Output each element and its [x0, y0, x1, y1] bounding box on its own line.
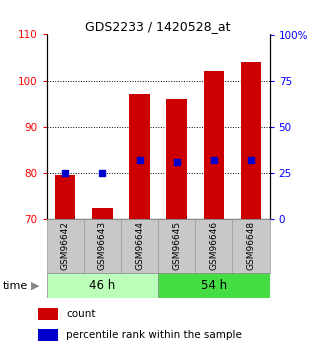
Point	[100, 170, 105, 176]
Text: GSM96643: GSM96643	[98, 221, 107, 270]
Text: 54 h: 54 h	[201, 279, 227, 292]
Bar	[55, 175, 75, 219]
Text: GSM96646: GSM96646	[209, 221, 218, 270]
Text: 46 h: 46 h	[89, 279, 116, 292]
Text: time: time	[3, 281, 29, 290]
Bar	[241, 62, 261, 219]
Bar	[47, 219, 84, 273]
Bar	[167, 99, 187, 219]
Text: percentile rank within the sample: percentile rank within the sample	[66, 330, 242, 339]
Bar	[121, 219, 158, 273]
Text: GSM96642: GSM96642	[61, 221, 70, 270]
Bar	[204, 71, 224, 219]
Point	[63, 170, 68, 176]
Bar	[129, 95, 150, 219]
Text: GSM96644: GSM96644	[135, 221, 144, 270]
Bar	[158, 219, 195, 273]
Title: GDS2233 / 1420528_at: GDS2233 / 1420528_at	[85, 20, 231, 33]
Bar	[38, 328, 57, 341]
Bar	[158, 273, 270, 298]
Point	[174, 159, 179, 165]
Bar	[38, 308, 57, 320]
Point	[137, 157, 142, 163]
Point	[211, 157, 216, 163]
Text: GSM96645: GSM96645	[172, 221, 181, 270]
Bar	[92, 208, 113, 219]
Bar	[47, 273, 158, 298]
Text: ▶: ▶	[30, 281, 39, 290]
Bar	[84, 219, 121, 273]
Bar	[232, 219, 270, 273]
Bar	[195, 219, 232, 273]
Point	[248, 157, 254, 163]
Text: GSM96648: GSM96648	[247, 221, 256, 270]
Text: count: count	[66, 309, 96, 319]
